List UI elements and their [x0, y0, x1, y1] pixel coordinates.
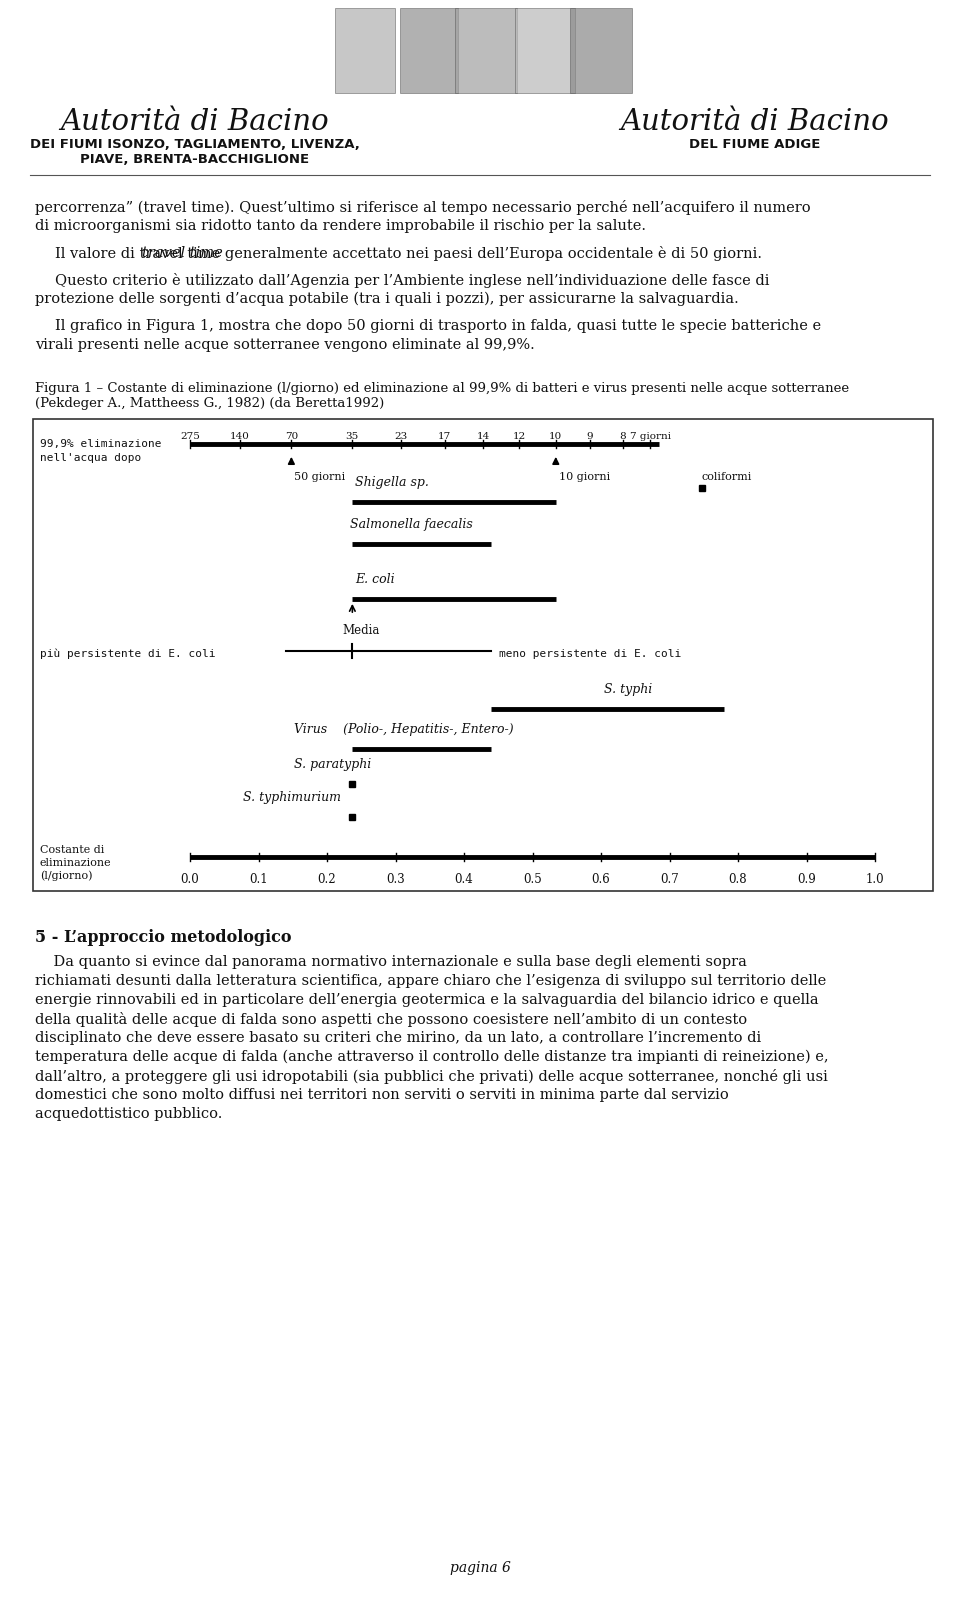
Text: 8: 8 [619, 433, 626, 441]
Text: Figura 1 – Costante di eliminazione (l/giorno) ed eliminazione al 99,9% di batte: Figura 1 – Costante di eliminazione (l/g… [35, 382, 850, 394]
Text: 0.4: 0.4 [455, 874, 473, 886]
Text: 0.6: 0.6 [591, 874, 611, 886]
Bar [570, 8, 632, 93]
Text: 0.7: 0.7 [660, 874, 679, 886]
Text: DEI FIUMI ISONZO, TAGLIAMENTO, LIVENZA,: DEI FIUMI ISONZO, TAGLIAMENTO, LIVENZA, [30, 137, 360, 152]
Bar [33, 418, 933, 891]
Text: 14: 14 [476, 433, 490, 441]
Text: protezione delle sorgenti d’acqua potabile (tra i quali i pozzi), per assicurarn: protezione delle sorgenti d’acqua potabi… [35, 292, 739, 307]
Text: 0.2: 0.2 [318, 874, 336, 886]
Text: S. typhi: S. typhi [604, 684, 652, 696]
Text: 50 giorni: 50 giorni [295, 473, 346, 482]
Text: S. paratyphi: S. paratyphi [295, 759, 372, 771]
Text: di microorganismi sia ridotto tanto da rendere improbabile il rischio per la sal: di microorganismi sia ridotto tanto da r… [35, 219, 646, 233]
Text: Autorità di Bacino: Autorità di Bacino [60, 109, 329, 136]
Text: 0.0: 0.0 [180, 874, 200, 886]
Text: 10: 10 [549, 433, 563, 441]
Text: 5 - L’approccio metodologico: 5 - L’approccio metodologico [35, 929, 292, 945]
Text: Shigella sp.: Shigella sp. [355, 476, 429, 489]
Text: 0.3: 0.3 [386, 874, 405, 886]
Text: DEL FIUME ADIGE: DEL FIUME ADIGE [689, 137, 821, 152]
Text: della qualità delle acque di falda sono aspetti che possono coesistere nell’ambi: della qualità delle acque di falda sono … [35, 1012, 747, 1027]
Text: acquedottistico pubblico.: acquedottistico pubblico. [35, 1107, 223, 1121]
Text: Costante di
eliminazione
(l/giorno): Costante di eliminazione (l/giorno) [40, 845, 111, 882]
Text: domestici che sono molto diffusi nei territori non serviti o serviti in minima p: domestici che sono molto diffusi nei ter… [35, 1088, 729, 1102]
Text: coliformi: coliformi [702, 473, 753, 482]
Text: Il valore di travel time generalmente accettato nei paesi dell’Europa occidental: Il valore di travel time generalmente ac… [55, 246, 762, 260]
Text: 99,9% eliminazione
nell'acqua dopo: 99,9% eliminazione nell'acqua dopo [40, 439, 161, 463]
Text: 35: 35 [346, 433, 359, 441]
Text: 140: 140 [230, 433, 250, 441]
Text: più persistente di E. coli: più persistente di E. coli [40, 648, 215, 660]
Text: 0.5: 0.5 [523, 874, 541, 886]
Text: E. coli: E. coli [355, 573, 395, 586]
Text: disciplinato che deve essere basato su criteri che mirino, da un lato, a control: disciplinato che deve essere basato su c… [35, 1032, 761, 1044]
Text: temperatura delle acque di falda (anche attraverso il controllo delle distanze t: temperatura delle acque di falda (anche … [35, 1049, 828, 1064]
Text: Questo criterio è utilizzato dall’Agenzia per l’Ambiente inglese nell’individuaz: Questo criterio è utilizzato dall’Agenzi… [55, 273, 770, 287]
Text: S. typhimurium: S. typhimurium [243, 791, 341, 803]
Text: 0.9: 0.9 [797, 874, 816, 886]
Text: 23: 23 [395, 433, 408, 441]
Text: 70: 70 [285, 433, 298, 441]
Text: 12: 12 [513, 433, 526, 441]
Bar [400, 8, 458, 93]
Text: 275: 275 [180, 433, 200, 441]
Text: (Pekdeger A., Mattheess G., 1982) (da Beretta1992): (Pekdeger A., Mattheess G., 1982) (da Be… [35, 398, 384, 410]
Bar [515, 8, 575, 93]
Text: Media: Media [343, 624, 380, 637]
Text: dall’altro, a proteggere gli usi idropotabili (sia pubblici che privati) delle a: dall’altro, a proteggere gli usi idropot… [35, 1068, 828, 1084]
Text: virali presenti nelle acque sotterranee vengono eliminate al 99,9%.: virali presenti nelle acque sotterranee … [35, 339, 535, 351]
Text: 1.0: 1.0 [866, 874, 884, 886]
Text: 9: 9 [587, 433, 593, 441]
Text: 17: 17 [438, 433, 451, 441]
Text: Autorità di Bacino: Autorità di Bacino [621, 109, 889, 136]
Text: percorrenza” (travel time). Quest’ultimo si riferisce al tempo necessario perché: percorrenza” (travel time). Quest’ultimo… [35, 200, 810, 216]
Text: Da quanto si evince dal panorama normativo internazionale e sulla base degli ele: Da quanto si evince dal panorama normati… [35, 955, 747, 969]
Text: pagina 6: pagina 6 [449, 1560, 511, 1575]
Text: 7 giorni: 7 giorni [630, 433, 671, 441]
Text: meno persistente di E. coli: meno persistente di E. coli [499, 648, 682, 660]
Text: 10 giorni: 10 giorni [559, 473, 610, 482]
Text: PIAVE, BRENTA-BACCHIGLIONE: PIAVE, BRENTA-BACCHIGLIONE [81, 153, 309, 166]
Text: Salmonella faecalis: Salmonella faecalis [350, 517, 473, 530]
Text: richiamati desunti dalla letteratura scientifica, appare chiaro che l’esigenza d: richiamati desunti dalla letteratura sci… [35, 974, 827, 989]
Text: Il grafico in Figura 1, mostra che dopo 50 giorni di trasporto in falda, quasi t: Il grafico in Figura 1, mostra che dopo … [55, 319, 821, 334]
Text: energie rinnovabili ed in particolare dell’energia geotermica e la salvaguardia : energie rinnovabili ed in particolare de… [35, 993, 819, 1008]
Text: 0.8: 0.8 [729, 874, 747, 886]
Text: Virus    (Polio-, Hepatitis-, Entero-): Virus (Polio-, Hepatitis-, Entero-) [295, 723, 514, 736]
Text: travel time: travel time [142, 246, 223, 260]
Text: 0.1: 0.1 [250, 874, 268, 886]
Bar [455, 8, 517, 93]
Bar [335, 8, 395, 93]
